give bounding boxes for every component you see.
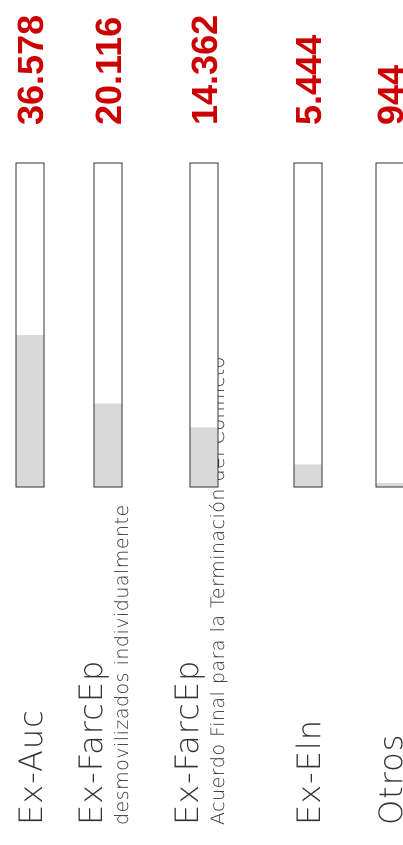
- bar: [376, 483, 403, 487]
- category-label: Otros: [372, 734, 403, 825]
- bar-track: [375, 162, 403, 488]
- bar: [294, 464, 322, 487]
- bar: [94, 403, 122, 487]
- value-label: 36.578: [10, 15, 51, 125]
- value-label: 944: [370, 65, 403, 125]
- category-label: Ex-Auc: [12, 709, 50, 825]
- bar-row: Otros 944: [370, 65, 403, 825]
- bar-track: [189, 162, 219, 488]
- category-label: Ex-FarcEp: [168, 660, 206, 825]
- value-label: 14.362: [184, 15, 225, 125]
- bar-track: [293, 162, 323, 488]
- bar-row: Ex-Eln 5.444: [288, 35, 329, 825]
- category-label: Ex-Eln: [290, 719, 328, 825]
- bar: [16, 335, 44, 487]
- bar: [190, 427, 218, 487]
- category-label: Ex-FarcEp: [72, 660, 110, 825]
- bar-row: Ex-Auc 36.578: [10, 15, 51, 825]
- category-sublabel: desmovilizados individualmente: [111, 504, 133, 825]
- bar-row: Ex-FarcEp Acuerdo Final para la Terminaci…: [168, 15, 229, 825]
- value-label: 20.116: [88, 17, 129, 125]
- bar-row: Ex-FarcEp desmovilizados individualmente 2…: [72, 17, 133, 825]
- value-label: 5.444: [288, 35, 329, 125]
